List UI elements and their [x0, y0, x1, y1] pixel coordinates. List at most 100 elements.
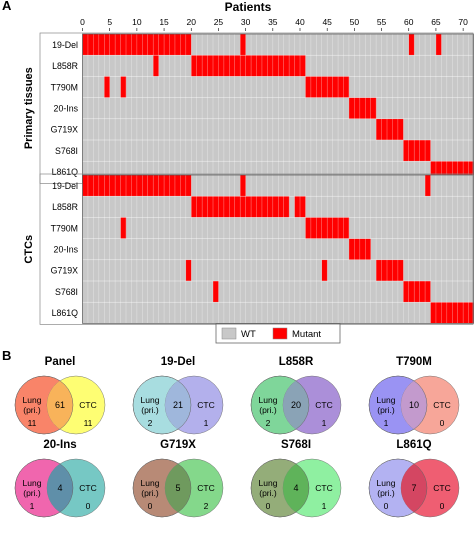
heatmap-cell-mutant: [441, 302, 447, 324]
heatmap-cell-mutant: [213, 55, 219, 77]
heatmap-cell-mutant: [435, 161, 442, 183]
x-tick-label: 10: [132, 17, 142, 27]
venn-left-count: 2: [266, 418, 271, 428]
venn-outline-left: [132, 458, 192, 518]
heatmap-cell-mutant: [196, 196, 203, 218]
heatmap-cell-mutant: [251, 196, 257, 218]
heatmap-cell-mutant: [191, 55, 197, 77]
heatmap-cell-mutant: [343, 76, 350, 98]
venn-left-label: Lung (pri.): [23, 478, 42, 498]
legend-swatch-mutant: [272, 327, 288, 340]
venn-overlap-count: 4: [57, 483, 62, 493]
heatmap-cell-mutant: [202, 55, 208, 77]
heatmap-cell-mutant: [332, 217, 339, 239]
group-label: CTCs: [23, 235, 35, 264]
venn-title: 20-Ins: [43, 439, 76, 451]
heatmap-cell-mutant: [180, 175, 186, 197]
heatmap-cell-mutant: [441, 161, 447, 183]
heatmap-cell-mutant: [278, 196, 284, 218]
heatmap-cell-mutant: [359, 97, 366, 119]
venn-left-label: Lung (pri.): [259, 395, 278, 415]
heatmap-cell-mutant: [272, 196, 279, 218]
heatmap-cell-mutant: [370, 97, 377, 119]
heatmap-cell-mutant: [425, 281, 431, 303]
heatmap-cell-mutant: [278, 55, 284, 77]
venn-left-label: Lung (pri.): [141, 395, 160, 415]
venn-outline-left: [132, 375, 192, 435]
heatmap-cell-mutant: [463, 302, 469, 324]
venn-overlap-count: 61: [55, 400, 65, 410]
heatmap-cell-mutant: [223, 55, 230, 77]
heatmap-cell-mutant: [202, 196, 208, 218]
heatmap-cell-mutant: [408, 281, 415, 303]
venn-s768i: S768I Lung (pri.) CTC 4 0 1: [250, 439, 342, 518]
venn-left-count: 0: [266, 501, 271, 511]
heatmap-cell-mutant: [240, 34, 246, 56]
row-label: 20-Ins: [54, 245, 79, 255]
heatmap-cell-mutant: [261, 196, 268, 218]
heatmap-cell-mutant: [321, 259, 328, 281]
venn-right-count: 1: [204, 418, 209, 428]
heatmap-cell-mutant: [213, 281, 219, 303]
x-tick-label: 55: [377, 17, 387, 27]
heatmap-cell-mutant: [463, 161, 469, 183]
heatmap-cell-mutant: [376, 118, 382, 140]
heatmap-cell-mutant: [446, 161, 453, 183]
heatmap-cell-mutant: [305, 217, 312, 239]
venn-20-ins: 20-Ins Lung (pri.) CTC 4 1 0: [14, 439, 106, 518]
heatmap-cell-mutant: [158, 34, 165, 56]
heatmap-cell-mutant: [207, 55, 214, 77]
heatmap-cell-mutant: [403, 281, 409, 303]
heatmap-cell-mutant: [300, 55, 306, 77]
venn-right-count: 0: [440, 418, 445, 428]
x-tick-label: 30: [241, 17, 251, 27]
x-tick-label: 15: [159, 17, 169, 27]
heatmap-cell-mutant: [300, 196, 306, 218]
heatmap-cell-mutant: [147, 175, 154, 197]
venn-left-label: Lung (pri.): [141, 478, 160, 498]
heatmap-cell-mutant: [310, 217, 317, 239]
heatmap-cell-mutant: [310, 76, 317, 98]
venn-left-count: 11: [28, 418, 37, 428]
heatmap-cell-mutant: [98, 175, 105, 197]
venn-title: S768I: [281, 439, 311, 451]
venn-overlap-count: 4: [293, 483, 298, 493]
venn-right-count: 1: [322, 418, 327, 428]
heatmap-cell-mutant: [457, 302, 464, 324]
heatmap-cell-mutant: [397, 259, 404, 281]
heatmap-cell-mutant: [174, 34, 181, 56]
venn-left-label: Lung (pri.): [377, 395, 396, 415]
venn-title: L861Q: [396, 439, 431, 451]
heatmap-cell-mutant: [408, 34, 415, 56]
heatmap-cell-mutant: [223, 196, 230, 218]
heatmap-cell-mutant: [365, 97, 371, 119]
heatmap-cell-mutant: [164, 175, 170, 197]
venn-left-label: Lung (pri.): [23, 395, 42, 415]
venn-title: L858R: [279, 356, 314, 368]
heatmap-cell-mutant: [93, 175, 99, 197]
heatmap-cell-mutant: [354, 238, 360, 260]
legend-label-mutant: Mutant: [292, 329, 321, 340]
heatmap-cell-mutant: [87, 34, 94, 56]
heatmap-cell-mutant: [104, 34, 110, 56]
heatmap-cell-mutant: [343, 217, 350, 239]
venn-right-label: CTC: [315, 400, 332, 410]
heatmap-cell-mutant: [126, 175, 132, 197]
heatmap-cell-mutant: [120, 76, 127, 98]
heatmap-cell-mutant: [98, 34, 105, 56]
venn-outline-left: [368, 375, 428, 435]
heatmap-cell-mutant: [234, 196, 241, 218]
heatmap-cell-mutant: [283, 55, 290, 77]
heatmap-cell-mutant: [387, 118, 393, 140]
heatmap-cell-mutant: [153, 55, 159, 77]
heatmap-cell-mutant: [169, 175, 176, 197]
heatmap-group-ctcs: 19-Del L858R T790M 20-Ins G719X S768I L861Q CTC…: [23, 173, 474, 325]
heatmap-cell-mutant: [283, 196, 290, 218]
venn-right-count: 0: [440, 501, 445, 511]
venn-overlap: [401, 459, 427, 517]
heatmap-cell-mutant: [289, 55, 295, 77]
venn-right-count: 11: [84, 418, 93, 428]
heatmap-cell-mutant: [169, 34, 176, 56]
